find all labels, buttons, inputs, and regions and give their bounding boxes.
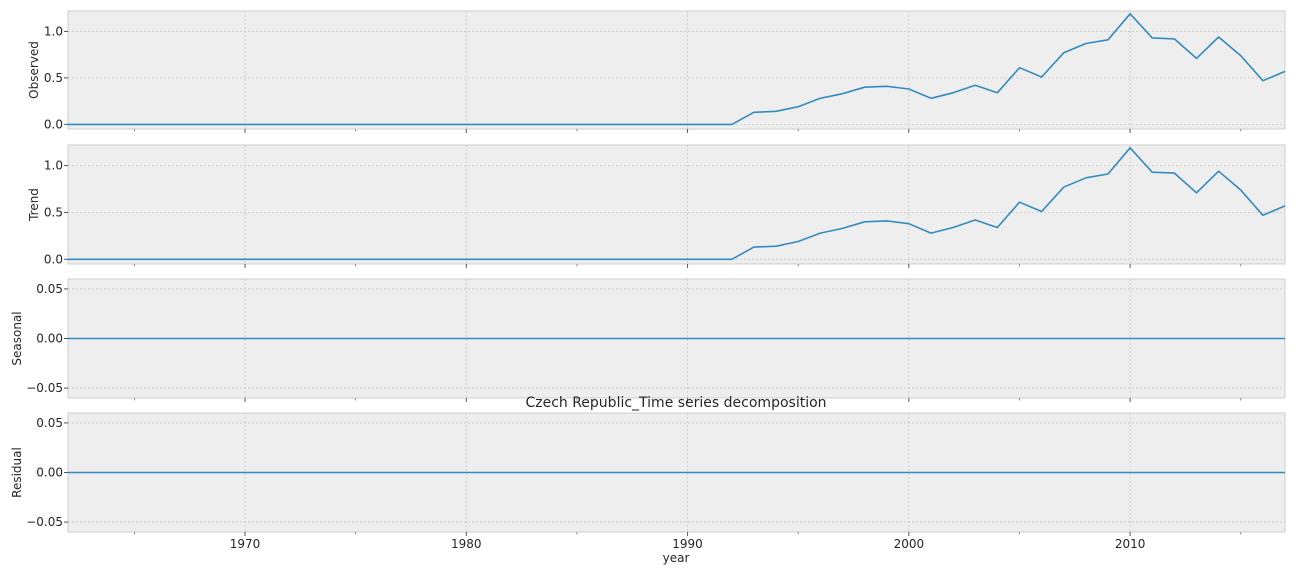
y-tick-label: 0.05: [36, 416, 63, 430]
y-tick-label: 0.0: [44, 252, 63, 266]
y-tick-label: −0.05: [26, 381, 63, 395]
y-tick-label: 0.5: [44, 205, 63, 219]
x-tick-label: 2010: [1115, 537, 1146, 551]
y-axis-label: Residual: [10, 447, 24, 498]
panel-residual: −0.05 0.00 0.05 Residual 1970 1980 1990 2000 201…: [10, 412, 1286, 551]
y-tick-label: 0.0: [44, 117, 63, 131]
panel-trend: 0.0 0.5 1.0 Trend: [27, 144, 1286, 268]
series-line-observed: [68, 13, 1286, 126]
x-tick-label: 1980: [451, 537, 482, 551]
x-axis-label: year: [663, 551, 690, 565]
plot-background: [67, 144, 1286, 265]
chart-title: Czech Republic_Time series decomposition: [525, 395, 826, 411]
panels-root: 0.00.51.0Observed0.00.51.0Trend−0.050.00…: [10, 10, 1286, 551]
y-axis-label: Observed: [27, 41, 41, 99]
x-tick-label: 1970: [230, 537, 261, 551]
panel-seasonal: −0.05 0.00 0.05 Seasonal: [10, 278, 1286, 402]
y-axis-label: Trend: [27, 188, 41, 222]
y-tick-label: 0.5: [44, 71, 63, 85]
y-tick-label: 0.00: [36, 332, 63, 346]
y-tick-label: −0.05: [26, 515, 63, 529]
x-tick-label: 2000: [894, 537, 925, 551]
y-tick-label: 1.0: [44, 24, 63, 38]
y-tick-label: 1.0: [44, 159, 63, 173]
series-line-trend: [68, 147, 1286, 261]
y-axis-label: Seasonal: [10, 311, 24, 365]
y-tick-label: 0.05: [36, 282, 63, 296]
y-tick-label: 0.00: [36, 466, 63, 480]
x-tick-label: 1990: [672, 537, 703, 551]
plot-background: [67, 10, 1286, 130]
